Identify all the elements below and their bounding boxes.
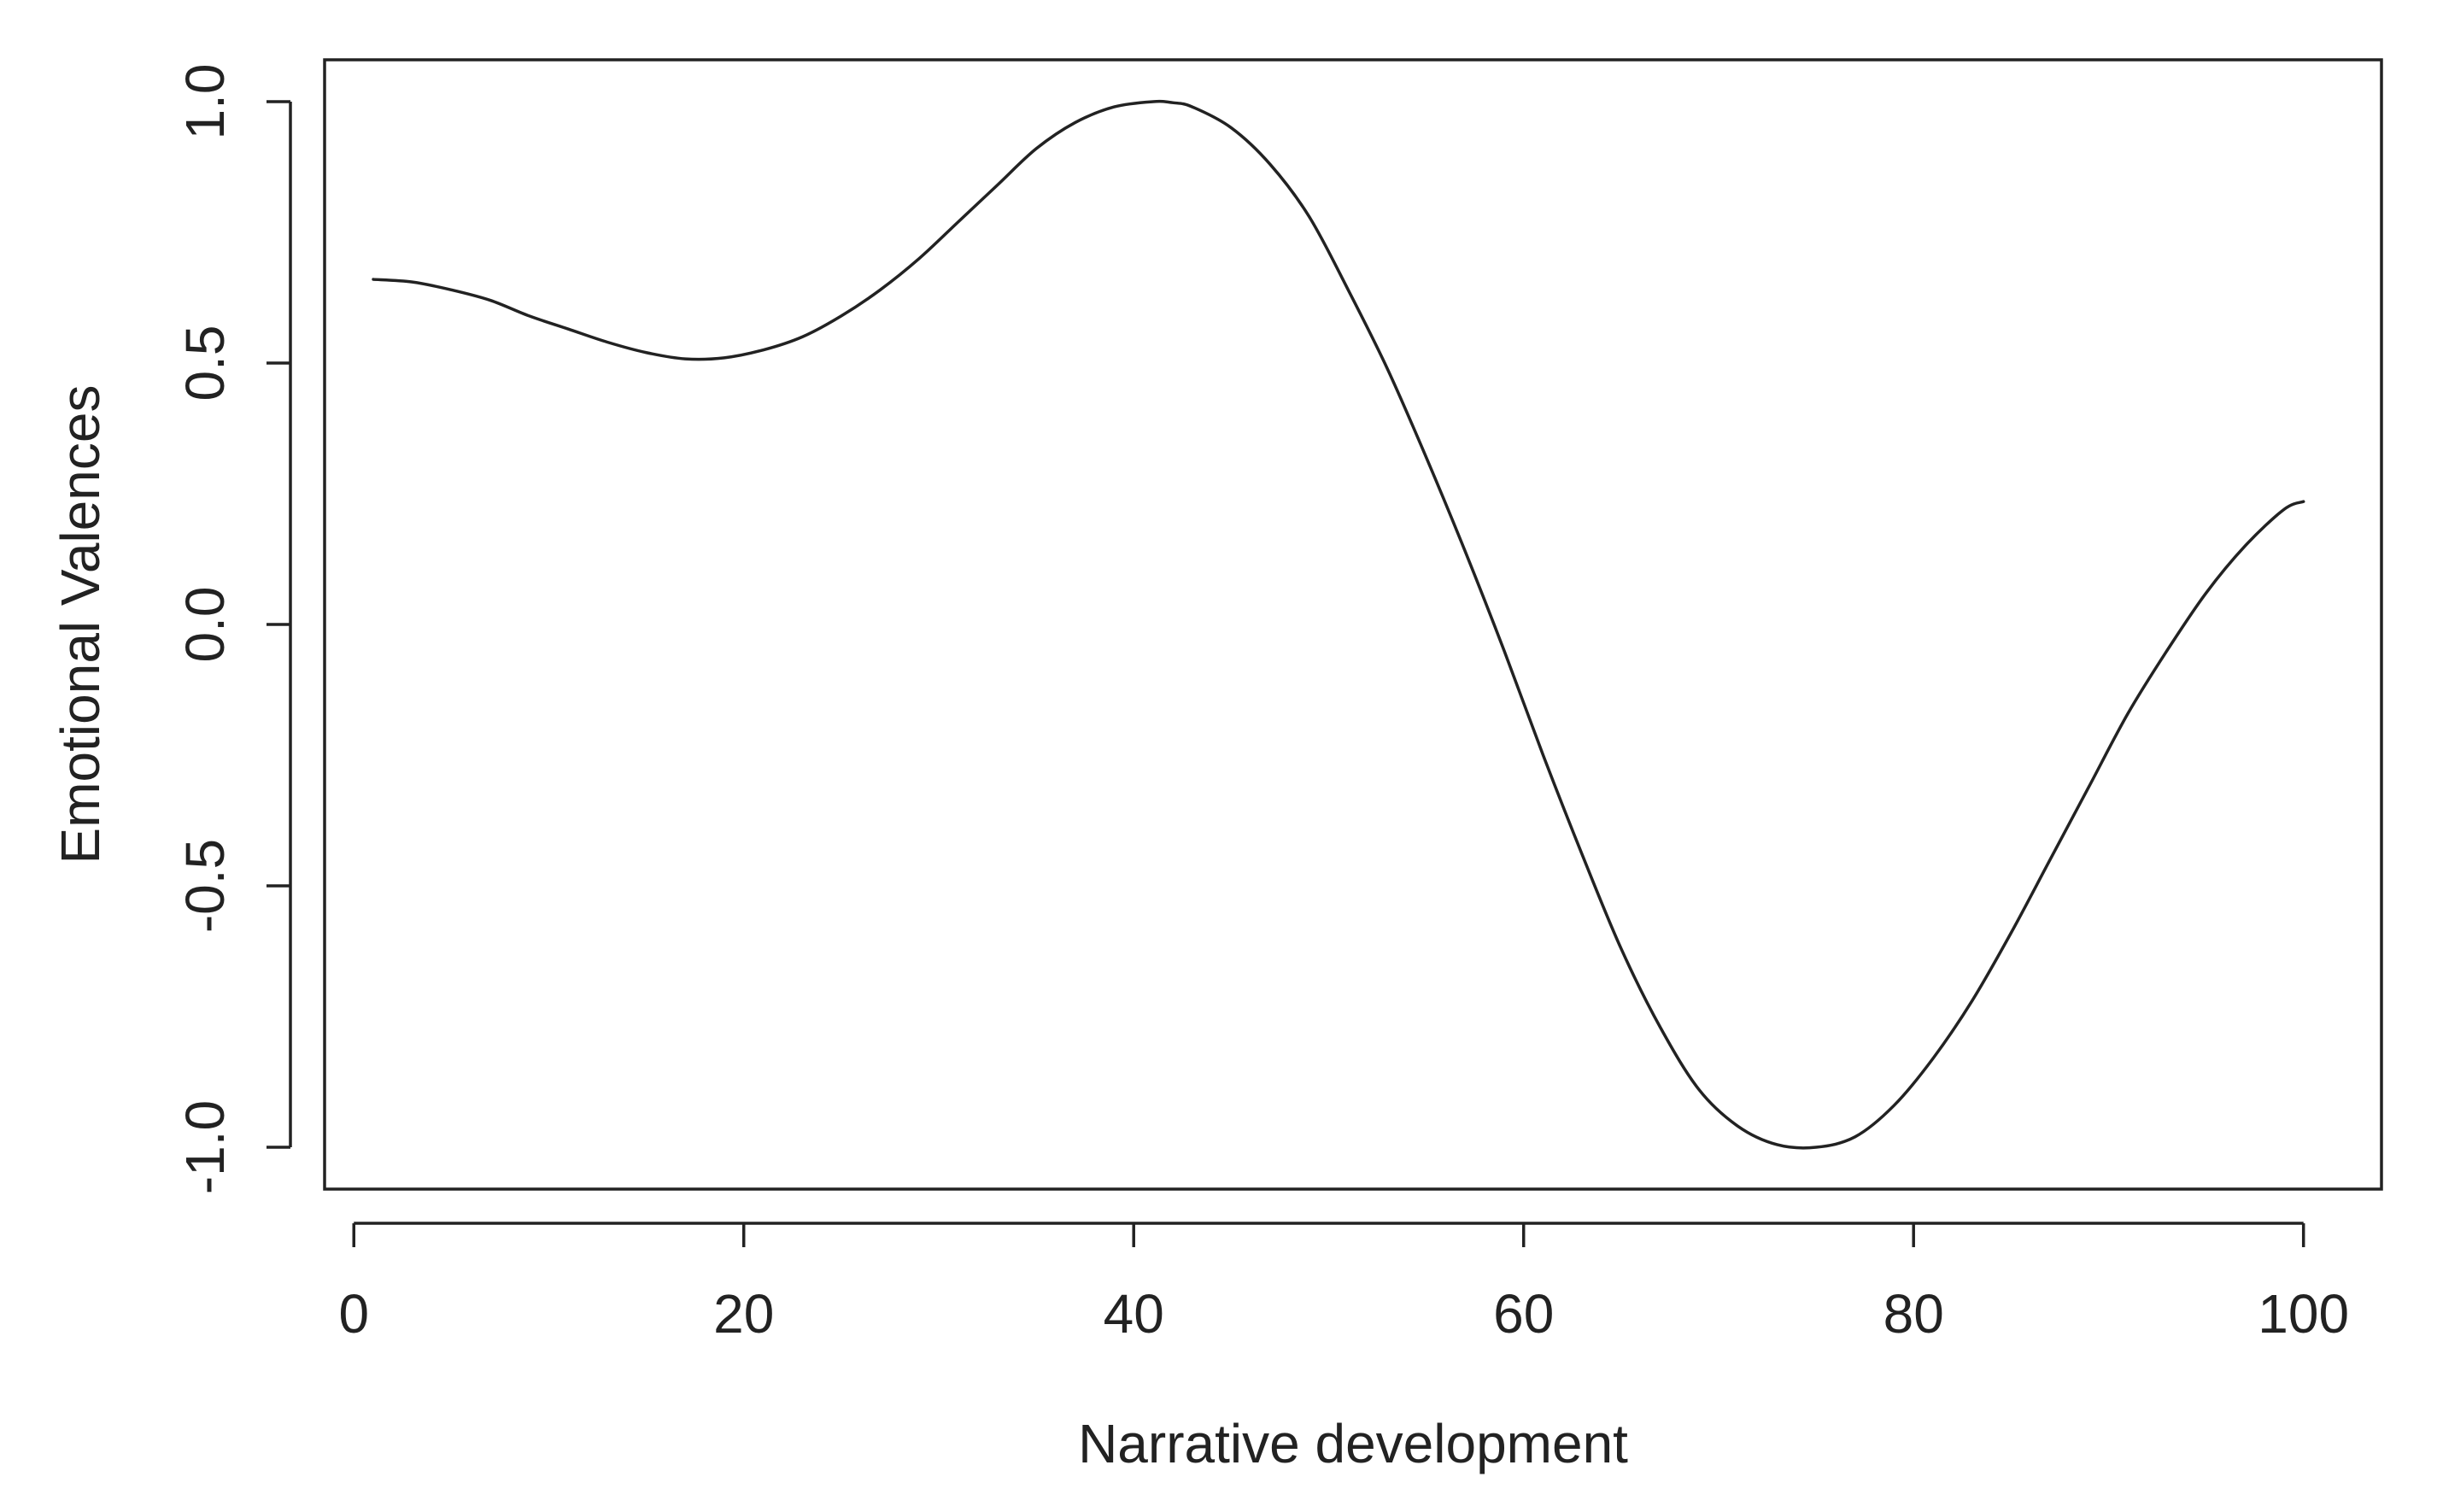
- x-tick-label: 40: [1104, 1283, 1164, 1345]
- x-tick-label: 0: [338, 1283, 369, 1345]
- plot-frame: [323, 58, 2383, 1191]
- x-tick-label: 60: [1493, 1283, 1554, 1345]
- y-tick-label: -1.0: [174, 1100, 236, 1194]
- y-tick-label: 0.0: [174, 587, 236, 663]
- x-axis-title: Narrative development: [1078, 1413, 1628, 1474]
- y-axis-title: Emotional Valences: [50, 385, 111, 864]
- y-tick-label: 1.0: [174, 63, 236, 139]
- x-tick-label: 20: [713, 1283, 774, 1345]
- x-axis: 0 20 40 60 80 100: [338, 1222, 2349, 1345]
- x-tick-label: 80: [1883, 1283, 1944, 1345]
- y-tick-label: 0.5: [174, 325, 236, 401]
- series-line: [372, 99, 2305, 1150]
- y-tick-label: -0.5: [174, 839, 236, 933]
- x-tick-label: 100: [2258, 1283, 2349, 1345]
- y-axis: -1.0 -0.5 0.0 0.5 1.0: [174, 63, 292, 1194]
